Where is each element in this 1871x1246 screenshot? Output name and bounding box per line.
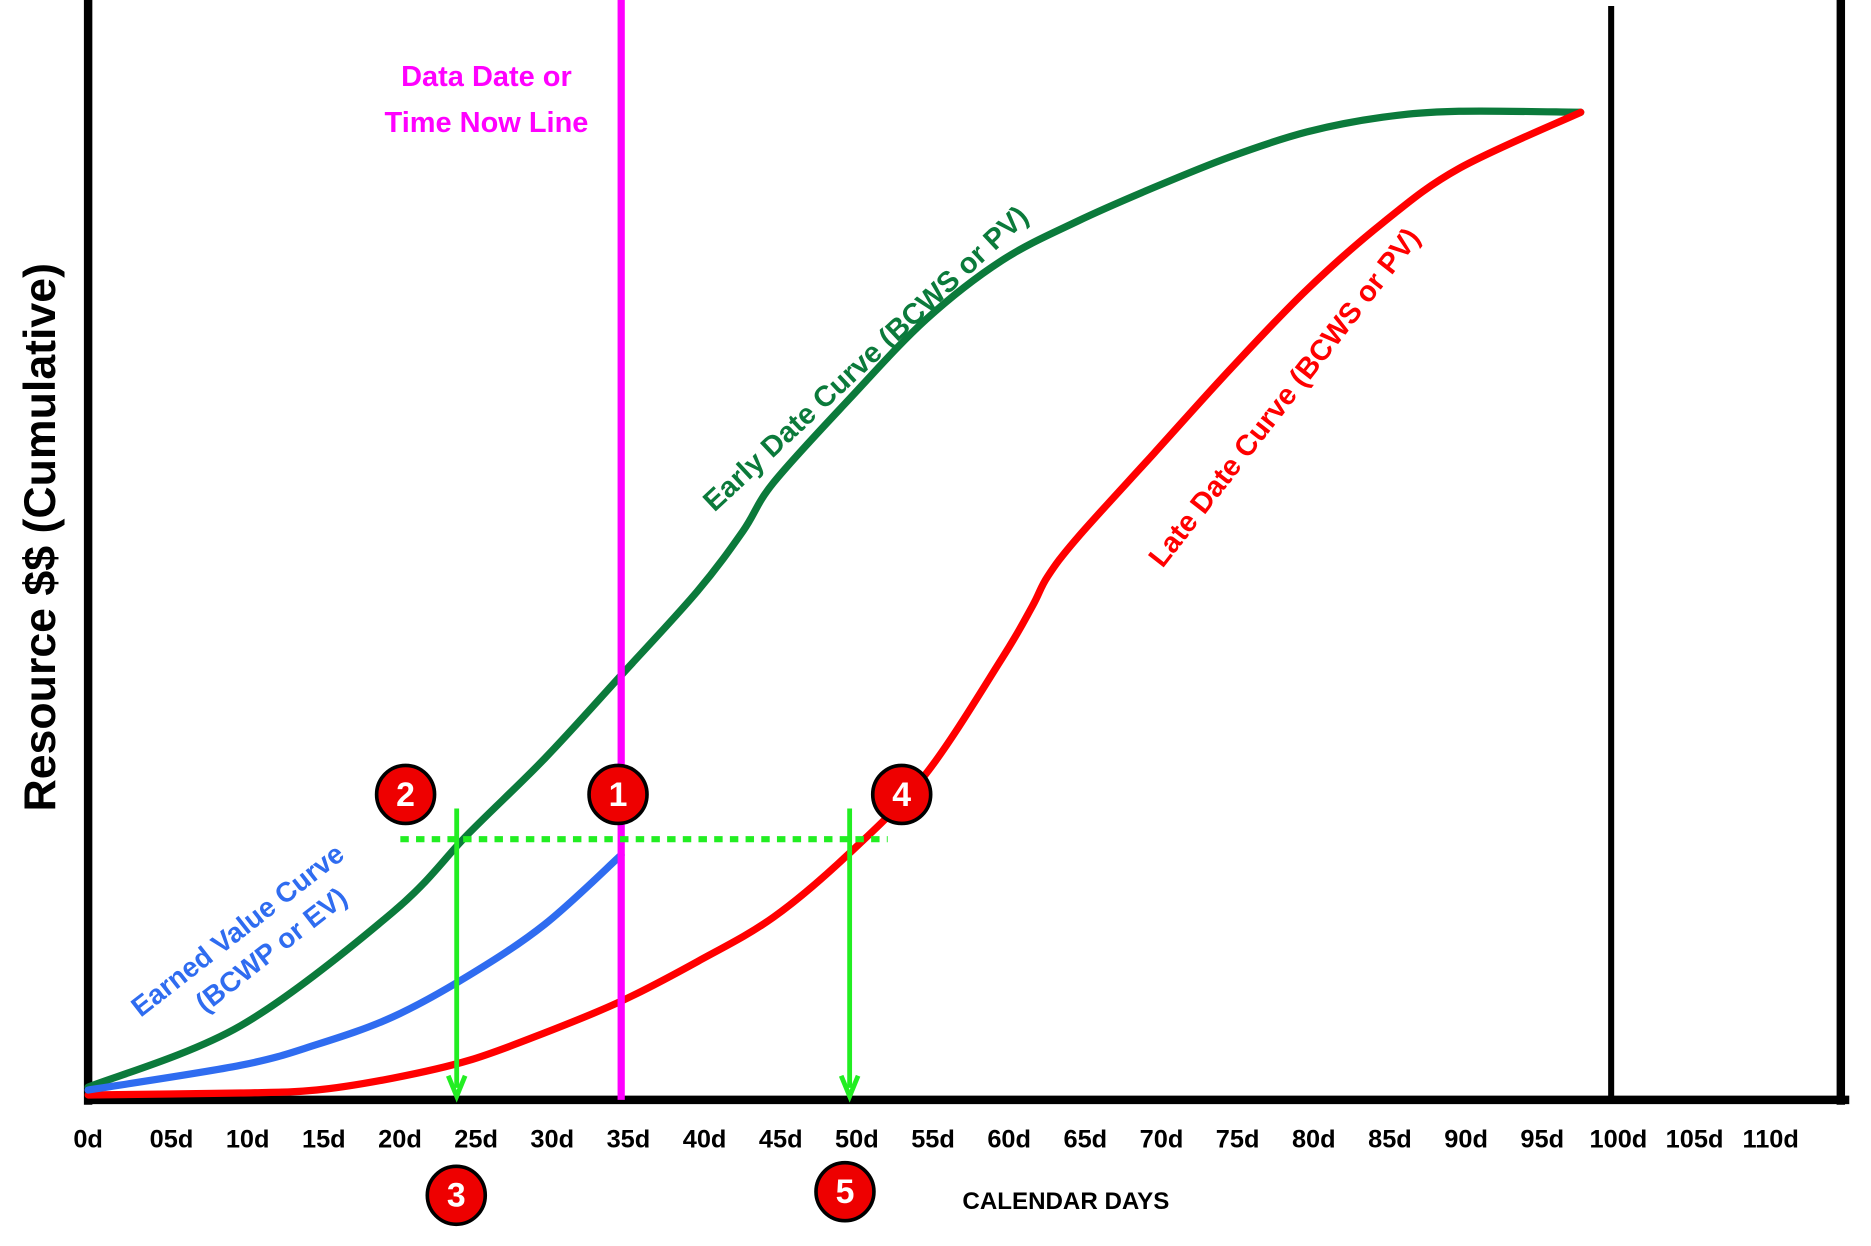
x-tick-label: 45d (759, 1126, 803, 1154)
x-tick-label: 90d (1444, 1126, 1488, 1154)
x-tick-label: 80d (1292, 1126, 1336, 1154)
marker-circle (374, 763, 437, 826)
marker-circle (814, 1160, 876, 1223)
x-tick-label: 50d (835, 1126, 879, 1154)
series-line (84, 108, 1585, 1099)
series-label-line: Early Date Curve (BCWS or PV) (697, 200, 1034, 518)
x-tick-label: 105d (1666, 1126, 1724, 1154)
marker-label: 2 (396, 776, 415, 814)
y-axis-label: Resource $$ (Cumulative) (16, 263, 65, 812)
x-tick-label: 75d (1216, 1126, 1260, 1154)
marker-label: 3 (447, 1177, 466, 1215)
marker-circle (425, 1164, 488, 1227)
x-tick-label: 100d (1590, 1126, 1648, 1154)
marker-circle (587, 763, 649, 826)
series-line (84, 107, 1585, 1091)
x-tick-label: 35d (607, 1126, 651, 1154)
x-tick-label: 0d (73, 1126, 103, 1154)
marker-circle (870, 763, 933, 826)
x-tick-label: 95d (1520, 1126, 1564, 1154)
x-tick-label: 20d (378, 1126, 422, 1154)
series-label-line: Late Date Curve (BCWS or PV) (1143, 222, 1427, 573)
data-date-label: Data Date or (401, 61, 572, 93)
x-tick-label: 85d (1368, 1126, 1412, 1154)
x-tick-label: 60d (987, 1126, 1031, 1154)
marker-label: 1 (609, 776, 628, 814)
x-tick-label: 15d (302, 1126, 346, 1154)
x-tick-label: 40d (683, 1126, 727, 1154)
x-tick-label: 05d (150, 1126, 194, 1154)
series-label: Early Date Curve (BCWS or PV) (697, 200, 1034, 518)
series-line (84, 851, 625, 1094)
x-tick-label: 55d (911, 1126, 955, 1154)
x-tick-label: 110d (1743, 1126, 1799, 1154)
series-label: Late Date Curve (BCWS or PV) (1143, 222, 1427, 573)
marker-label: 5 (836, 1173, 855, 1211)
x-tick-label: 25d (454, 1126, 498, 1154)
marker-label: 4 (892, 776, 911, 814)
arrow-head (446, 1074, 468, 1103)
x-tick-label: 65d (1064, 1126, 1108, 1154)
data-date-label: Time Now Line (385, 107, 589, 139)
x-tick-label: 10d (226, 1126, 270, 1154)
arrow-head (838, 1074, 861, 1103)
x-axis-label: CALENDAR DAYS (962, 1188, 1169, 1215)
x-tick-label: 70d (1140, 1126, 1184, 1154)
x-tick-label: 30d (530, 1126, 574, 1154)
